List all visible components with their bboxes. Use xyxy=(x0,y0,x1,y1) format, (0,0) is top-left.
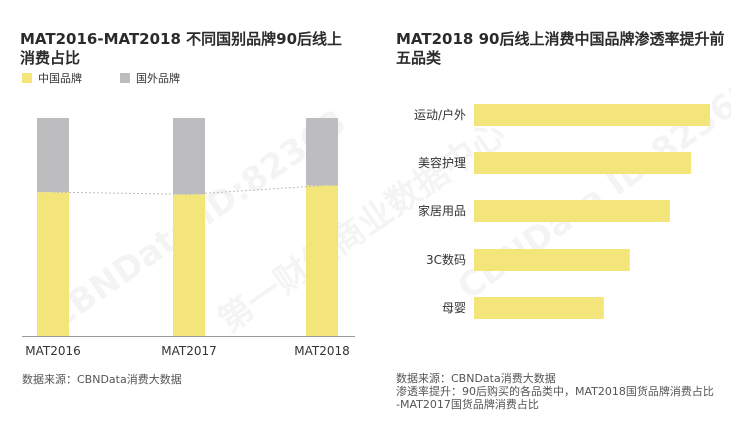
left-chart-title: MAT2016-MAT2018 不同国别品牌90后线上消费占比 xyxy=(20,30,343,67)
right-chart-title: MAT2018 90后线上消费中国品牌渗透率提升前五品类 xyxy=(396,30,725,67)
bar-mat2016-foreign xyxy=(37,118,69,193)
right-source-line-1: 数据来源：CBNData消费大数据 xyxy=(396,372,556,385)
y-tick-label-0: 运动/户外 xyxy=(414,107,466,122)
bar-mat2016-china xyxy=(37,192,69,336)
bar-mat2017-foreign xyxy=(173,118,205,195)
hbar-4 xyxy=(474,297,604,319)
right-source-note: 数据来源：CBNData消费大数据 渗透率提升：90后购买的各品类中，MAT20… xyxy=(396,372,726,411)
bar-mat2017-china xyxy=(173,194,205,336)
trend-dotted-line xyxy=(52,185,323,195)
x-tick-label-mat2018: MAT2018 xyxy=(294,344,350,358)
hbar-2 xyxy=(474,200,670,222)
hbar-1 xyxy=(474,152,692,174)
x-tick-label-mat2017: MAT2017 xyxy=(161,344,217,358)
x-tick-label-mat2016: MAT2016 xyxy=(25,344,81,358)
legend-label-foreign: 国外品牌 xyxy=(136,72,180,85)
hbar-3 xyxy=(474,249,630,271)
y-tick-label-4: 母婴 xyxy=(442,301,466,315)
legend-label-china: 中国品牌 xyxy=(38,72,82,85)
legend-item-china: 中国品牌 xyxy=(22,70,82,86)
y-tick-label-3: 3C数码 xyxy=(426,252,466,267)
right-source-line-3: -MAT2017国货品牌消费占比 xyxy=(396,398,539,411)
bar-mat2018-china xyxy=(306,185,338,336)
legend-swatch-china xyxy=(22,73,32,83)
left-source-note: 数据来源：CBNData消费大数据 xyxy=(22,373,182,386)
hbar-0 xyxy=(474,104,710,126)
right-source-line-2: 渗透率提升：90后购买的各品类中，MAT2018国货品牌消费占比 xyxy=(396,385,714,398)
y-tick-label-1: 美容护理 xyxy=(418,155,466,170)
legend-swatch-foreign xyxy=(120,73,130,83)
bar-mat2018-foreign xyxy=(306,118,338,186)
legend-item-foreign: 国外品牌 xyxy=(120,70,180,86)
left-chart-legend: 中国品牌 国外品牌 xyxy=(22,70,218,86)
y-tick-label-2: 家居用品 xyxy=(418,203,466,218)
